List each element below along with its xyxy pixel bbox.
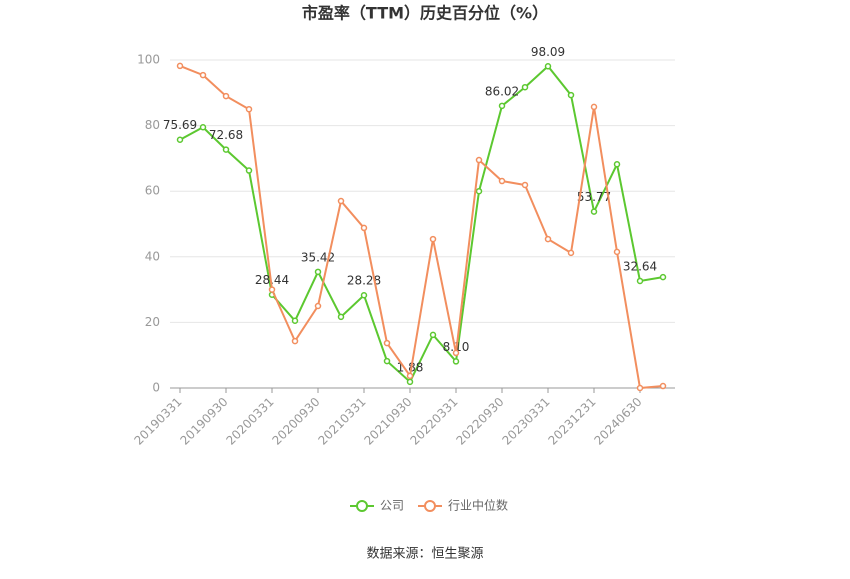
y-tick-label: 0 <box>152 381 160 395</box>
point <box>636 277 644 285</box>
data-label: 1.88 <box>397 360 424 374</box>
point <box>314 302 322 310</box>
point <box>199 71 207 79</box>
x-tick-label: 20210930 <box>362 395 415 448</box>
point <box>222 92 230 100</box>
point <box>498 177 506 185</box>
point <box>406 372 414 380</box>
x-tick-label: 20220331 <box>408 395 461 448</box>
point <box>268 286 276 293</box>
data-label: 72.68 <box>209 128 243 142</box>
point <box>199 123 207 131</box>
data-label: 28.44 <box>255 273 289 287</box>
point <box>613 161 621 168</box>
point <box>544 235 552 243</box>
point <box>360 224 368 232</box>
point <box>360 291 368 299</box>
data-label: 75.69 <box>163 118 197 132</box>
legend-marker <box>356 500 368 512</box>
point <box>452 358 460 365</box>
point <box>475 156 483 164</box>
point <box>544 63 552 70</box>
series-line <box>179 64 664 384</box>
point <box>176 136 184 143</box>
point <box>176 62 184 70</box>
point <box>314 268 322 276</box>
point <box>567 249 575 257</box>
y-tick-label: 20 <box>145 315 160 329</box>
point <box>452 349 460 357</box>
x-tick-label: 20190331 <box>132 395 185 448</box>
x-tick-label: 20200331 <box>224 395 277 448</box>
point <box>659 382 667 390</box>
series-line <box>179 64 664 390</box>
point <box>659 273 667 281</box>
x-tick-label: 20240630 <box>592 395 645 448</box>
x-tick-label: 20210331 <box>316 395 369 448</box>
x-tick-label: 20230331 <box>500 395 553 448</box>
legend-label: 公司 <box>380 499 404 513</box>
point <box>636 384 644 392</box>
data-label: 53.77 <box>577 190 611 204</box>
data-label: 32.64 <box>623 259 657 273</box>
point <box>383 357 391 365</box>
point <box>406 378 414 386</box>
legend-marker <box>424 500 436 512</box>
point <box>521 83 529 91</box>
point <box>337 197 345 205</box>
point <box>590 208 598 215</box>
y-tick-label: 60 <box>145 184 160 198</box>
point <box>590 103 598 111</box>
point <box>245 105 253 113</box>
data-label: 86.02 <box>485 84 519 98</box>
point <box>222 146 230 153</box>
point <box>429 235 437 243</box>
point <box>613 248 621 256</box>
point <box>475 187 483 195</box>
point <box>567 91 575 99</box>
legend-label: 行业中位数 <box>448 498 508 513</box>
point <box>291 317 299 325</box>
point <box>383 339 391 347</box>
y-tick-label: 80 <box>145 118 160 132</box>
x-tick-label: 20231231 <box>546 395 599 448</box>
data-label: 28.28 <box>347 274 381 288</box>
x-tick-label: 20220930 <box>454 395 507 448</box>
source: 数据来源：恒生聚源 <box>366 547 483 562</box>
x-tick-label: 20200930 <box>270 395 323 448</box>
x-tick-label: 20190930 <box>178 395 231 448</box>
data-label: 98.09 <box>531 45 565 59</box>
data-label: 35.42 <box>301 250 335 264</box>
chart-title: 市盈率（TTM）历史百分位（%） <box>302 4 548 23</box>
point <box>429 331 437 339</box>
point <box>337 313 345 321</box>
point <box>521 181 529 189</box>
y-tick-label: 40 <box>145 249 160 263</box>
point <box>245 167 253 174</box>
point <box>291 337 299 345</box>
point <box>498 102 506 110</box>
y-tick-label: 100 <box>137 53 160 67</box>
